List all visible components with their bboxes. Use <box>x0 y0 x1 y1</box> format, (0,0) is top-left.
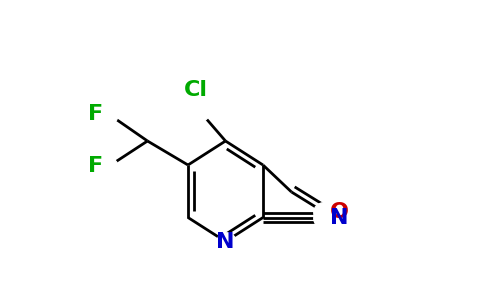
Text: N: N <box>216 232 235 251</box>
Text: Cl: Cl <box>183 80 208 100</box>
Text: F: F <box>88 157 103 176</box>
Text: N: N <box>330 208 348 227</box>
Text: F: F <box>88 104 103 124</box>
Text: O: O <box>330 202 348 221</box>
